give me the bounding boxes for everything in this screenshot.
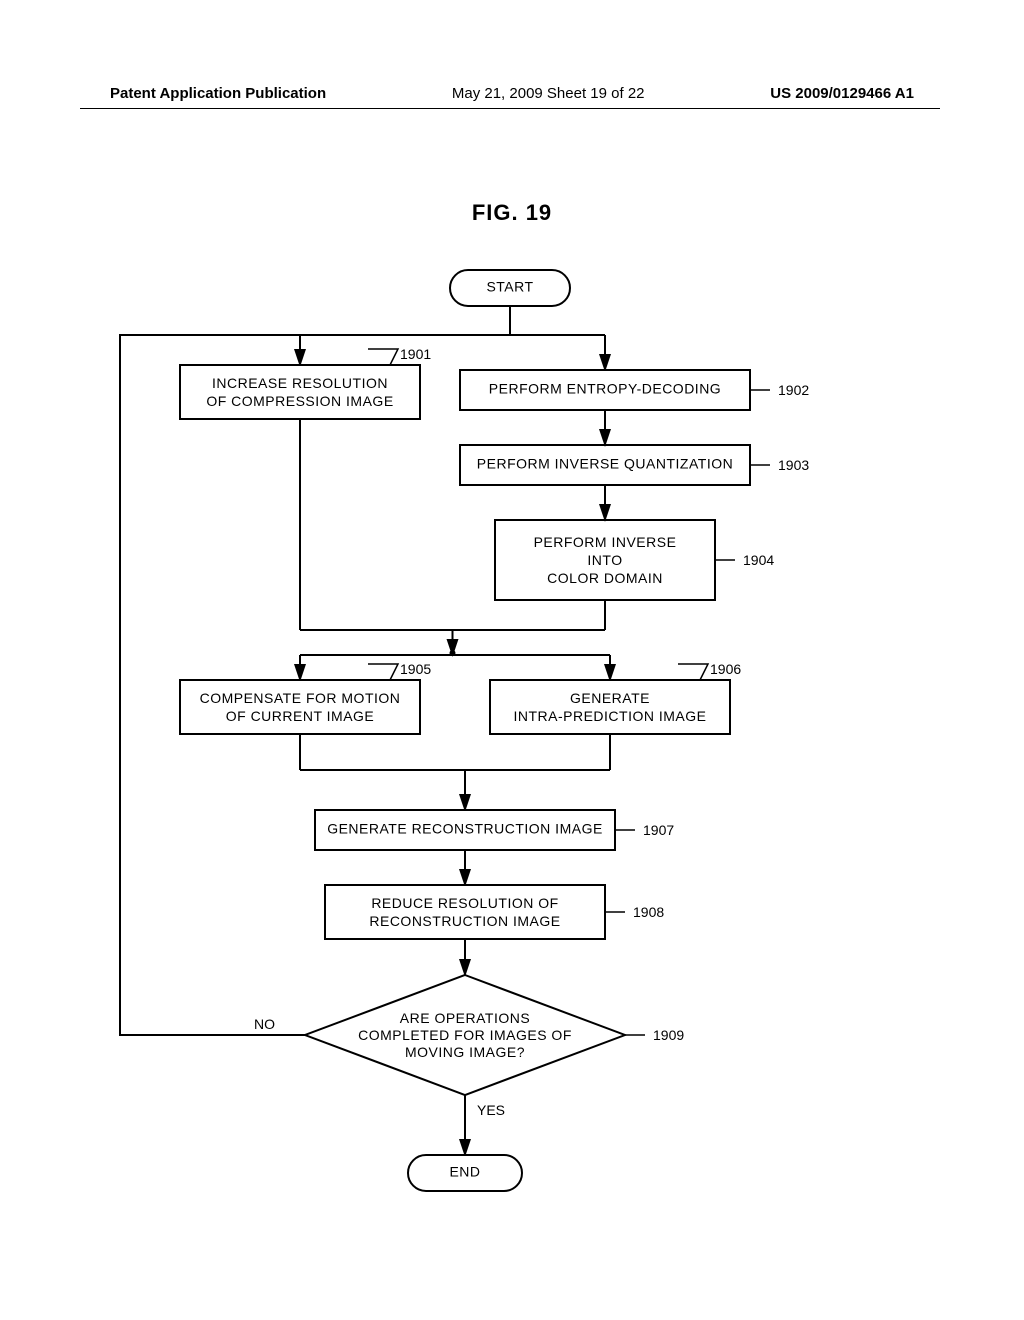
box-1904: PERFORM INVERSEINTOCOLOR DOMAIN 1904 [495, 520, 774, 600]
box-1905: COMPENSATE FOR MOTIONOF CURRENT IMAGE 19… [180, 661, 431, 734]
header-right: US 2009/0129466 A1 [770, 85, 914, 102]
svg-text:START: START [486, 279, 533, 295]
header-center: May 21, 2009 Sheet 19 of 22 [452, 85, 645, 102]
svg-text:PERFORM ENTROPY-DECODING: PERFORM ENTROPY-DECODING [489, 381, 721, 397]
header-divider [80, 108, 940, 109]
svg-text:1909: 1909 [653, 1027, 684, 1043]
svg-text:NO: NO [254, 1016, 275, 1032]
box-1908: REDUCE RESOLUTION OFRECONSTRUCTION IMAGE… [325, 885, 664, 939]
box-1906: GENERATEINTRA-PREDICTION IMAGE 1906 [490, 661, 741, 734]
svg-text:1906: 1906 [710, 661, 741, 677]
box-1901: INCREASE RESOLUTIONOF COMPRESSION IMAGE … [180, 346, 431, 419]
svg-text:1904: 1904 [743, 552, 774, 568]
svg-text:1905: 1905 [400, 661, 431, 677]
decision-1909: ARE OPERATIONSCOMPLETED FOR IMAGES OFMOV… [305, 975, 684, 1095]
box-1902: PERFORM ENTROPY-DECODING 1902 [460, 370, 809, 410]
svg-text:YES: YES [477, 1102, 505, 1118]
svg-text:GENERATE RECONSTRUCTION IMAGE: GENERATE RECONSTRUCTION IMAGE [327, 821, 603, 837]
start-node: START [450, 270, 570, 306]
end-node: END [408, 1155, 522, 1191]
svg-text:1902: 1902 [778, 382, 809, 398]
svg-text:1907: 1907 [643, 822, 674, 838]
box-1907: GENERATE RECONSTRUCTION IMAGE 1907 [315, 810, 674, 850]
svg-text:PERFORM INVERSE QUANTIZATION: PERFORM INVERSE QUANTIZATION [477, 456, 733, 472]
svg-text:1901: 1901 [400, 346, 431, 362]
header-left: Patent Application Publication [110, 85, 326, 102]
figure-title: FIG. 19 [0, 200, 1024, 226]
svg-text:1908: 1908 [633, 904, 664, 920]
flowchart: START INCREASE RESOLUTIONOF COMPRESSION … [80, 260, 940, 1220]
box-1903: PERFORM INVERSE QUANTIZATION 1903 [460, 445, 809, 485]
svg-text:END: END [449, 1164, 480, 1180]
svg-text:1903: 1903 [778, 457, 809, 473]
